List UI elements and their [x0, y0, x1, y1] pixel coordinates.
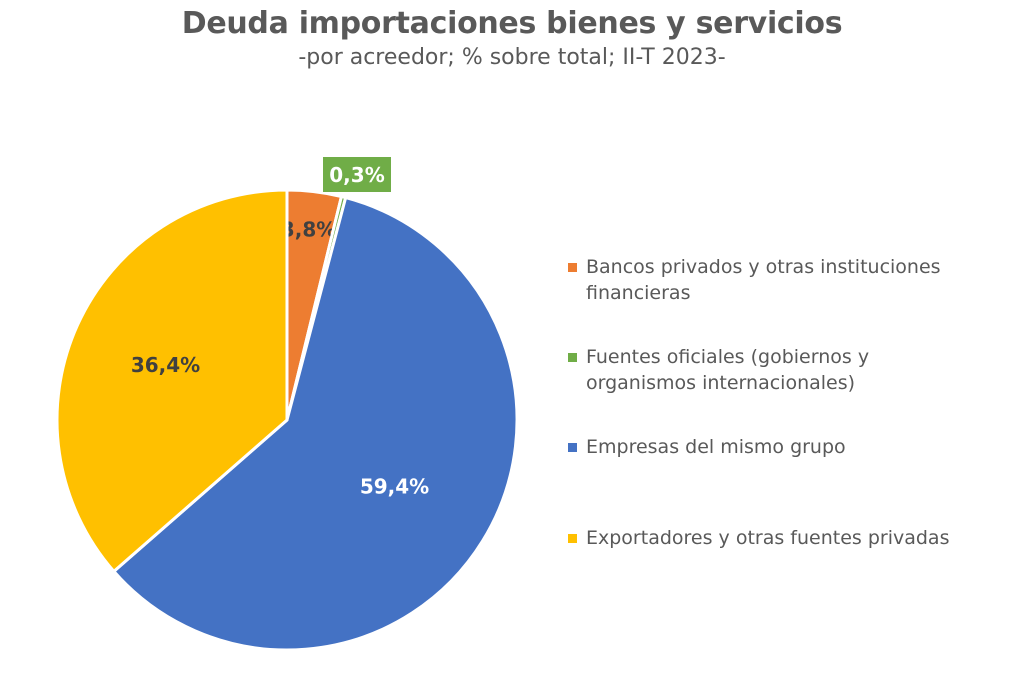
chart-title: Deuda importaciones bienes y servicios: [181, 6, 843, 41]
pie-slice-3: [55, 188, 289, 574]
chart-subtitle: -por acreedor; % sobre total; II-T 2023-: [298, 45, 726, 70]
legend-swatch-fuentes-oficiales: [568, 353, 577, 362]
data-label-background: [323, 157, 391, 192]
data-label-0: 3,8%: [281, 218, 336, 242]
data-label-box-1: 0,3%: [323, 157, 391, 192]
data-label-2: 59,4%: [360, 475, 429, 499]
legend-label-fuentes-oficiales: Fuentes oficiales (gobiernos y organismo…: [586, 346, 870, 394]
legend-swatch-empresas: [568, 443, 577, 452]
legend-swatch-exportadores: [568, 534, 577, 543]
legend-label-exportadores: Exportadores y otras fuentes privadas: [586, 527, 950, 549]
pie-slice-2: [111, 195, 519, 652]
legend-label-bancos: Bancos privados y otras instituciones fi…: [586, 256, 941, 304]
legend-label-empresas: Empresas del mismo grupo: [586, 436, 846, 458]
data-label-3: 36,4%: [131, 353, 200, 377]
data-label-1: 0,3%: [329, 163, 384, 187]
legend-swatch-bancos: [568, 263, 577, 272]
